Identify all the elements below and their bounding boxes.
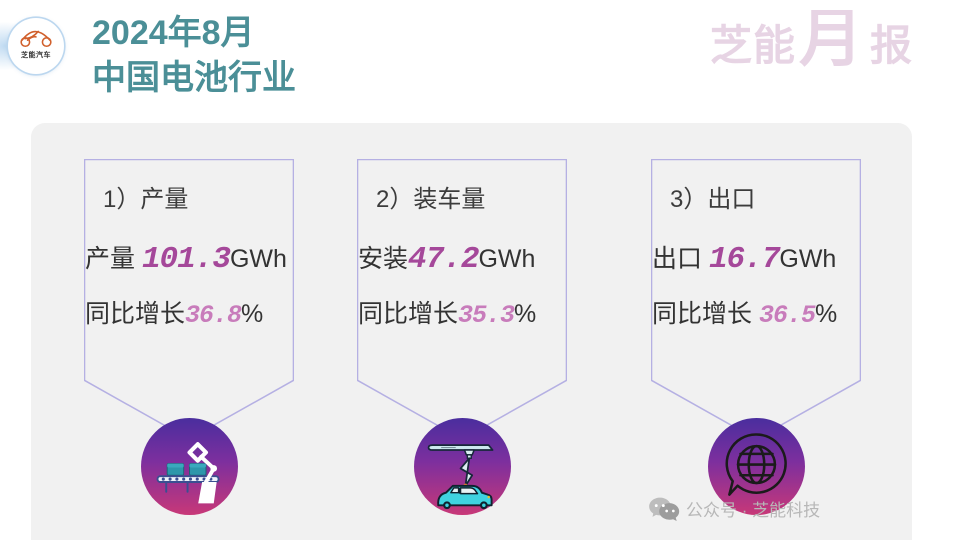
svg-text:芝能月报: 芝能月报 — [710, 10, 913, 74]
